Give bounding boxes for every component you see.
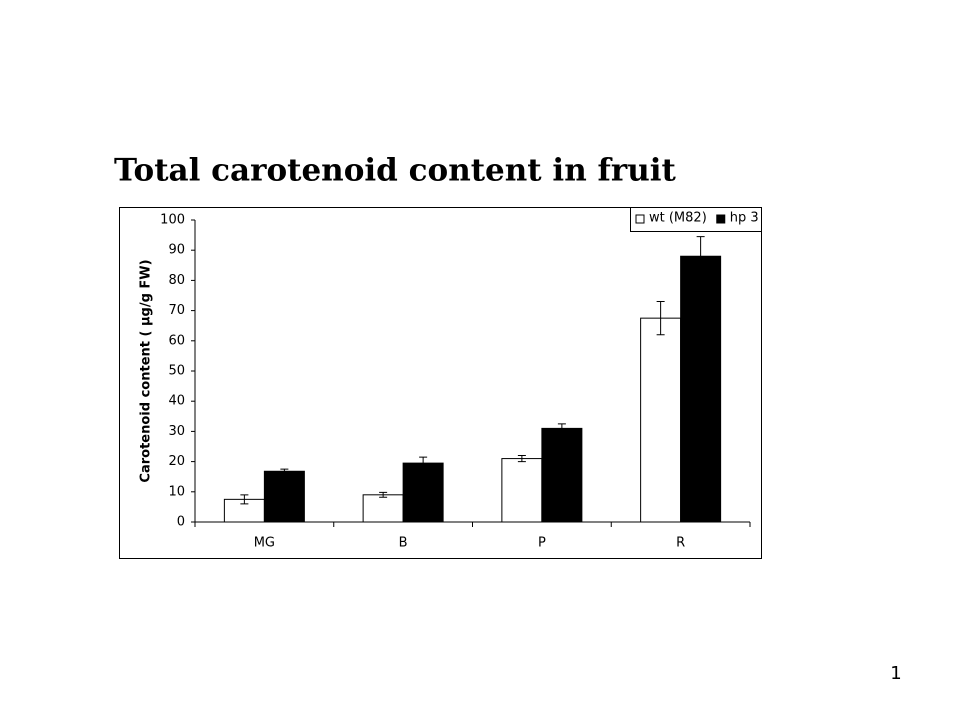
y-tick-label: 90 xyxy=(168,243,185,258)
bar xyxy=(501,458,543,523)
legend-swatch xyxy=(716,214,726,224)
y-tick-label: 100 xyxy=(160,213,185,228)
x-tick-label: P xyxy=(538,536,546,551)
bar xyxy=(541,427,583,523)
y-tick-label: 40 xyxy=(168,394,185,409)
bar xyxy=(402,462,444,523)
y-tick-label: 50 xyxy=(168,364,185,379)
error-bar xyxy=(379,491,388,498)
y-tick-label: 10 xyxy=(168,484,185,499)
chart-title: Total carotenoid content in fruit xyxy=(114,153,677,189)
y-tick-label: 0 xyxy=(177,515,185,530)
error-bar xyxy=(517,455,526,463)
error-bar xyxy=(280,468,289,474)
y-tick-label: 30 xyxy=(168,424,185,439)
y-axis-label: Carotenoid content ( µg/g FW) xyxy=(139,259,154,482)
bar xyxy=(640,317,682,523)
legend-label: wt (M82) xyxy=(649,211,707,226)
x-tick-label: MG xyxy=(254,536,275,551)
error-bar xyxy=(656,301,665,336)
bar xyxy=(263,470,305,523)
bar xyxy=(680,255,722,523)
error-bar xyxy=(419,456,428,470)
y-tick-label: 70 xyxy=(168,303,185,318)
y-tick-label: 20 xyxy=(168,454,185,469)
y-tick-label: 80 xyxy=(168,273,185,288)
y-tick-label: 60 xyxy=(168,333,185,348)
x-tick-label: B xyxy=(399,536,408,551)
error-bar xyxy=(240,494,249,505)
x-tick-label: R xyxy=(676,536,685,551)
chart-frame xyxy=(119,207,762,559)
bar xyxy=(362,494,404,523)
legend-box xyxy=(630,207,762,232)
legend-swatch xyxy=(635,214,645,224)
page-number: 1 xyxy=(890,663,901,684)
error-bar xyxy=(696,236,705,277)
error-bar xyxy=(557,423,566,434)
legend-label: hp 3 xyxy=(730,211,759,226)
